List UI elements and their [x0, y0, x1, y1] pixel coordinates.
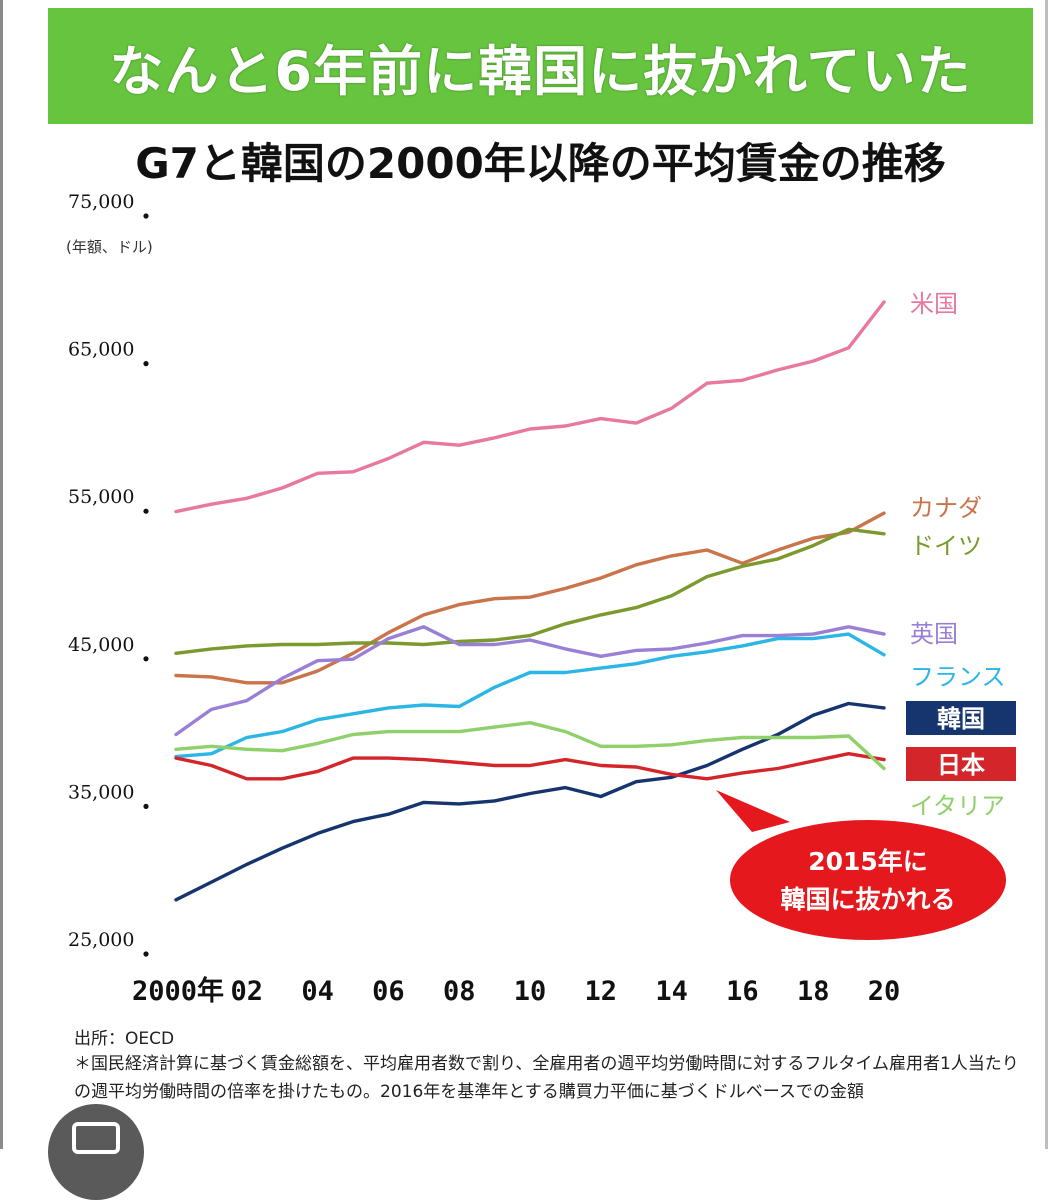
- y-tick-label: 55,000: [68, 486, 134, 508]
- y-tick-mark: [143, 361, 149, 367]
- y-tick-label: 75,000: [68, 191, 134, 213]
- headline-text: なんと6年前に韓国に抜かれていた: [109, 39, 972, 103]
- series-label: 日本: [937, 751, 985, 779]
- series-label: ドイツ: [910, 532, 982, 560]
- callout-text-line2: 韓国に抜かれる: [780, 885, 955, 914]
- x-axis: 2000年 02 04 06 08 10 12 14 16 18 20: [132, 975, 900, 1007]
- left-border: [0, 0, 3, 1149]
- x-tick-label: 14: [655, 976, 688, 1007]
- y-tick-label: 35,000: [68, 781, 134, 803]
- callout-text-line1: 2015年に: [808, 847, 928, 876]
- x-tick-label: 20: [868, 976, 901, 1007]
- series-label-box: [906, 701, 1016, 735]
- y-tick-mark: [143, 508, 149, 514]
- series-line: [174, 300, 886, 514]
- x-tick-label: 16: [726, 976, 759, 1007]
- series-label: 英国: [910, 620, 958, 648]
- series-line: [174, 701, 886, 902]
- x-tick-label: 06: [372, 976, 405, 1007]
- y-tick-label: 45,000: [68, 634, 134, 656]
- y-tick-mark: [143, 951, 149, 957]
- y-tick-mark: [143, 803, 149, 810]
- right-border: [1045, 0, 1048, 1149]
- x-tick-label: 18: [797, 976, 830, 1007]
- series-lines: [174, 300, 886, 902]
- x-tick-label: 04: [301, 976, 334, 1007]
- x-tick-label: 10: [514, 976, 547, 1007]
- x-tick-label: 2000年: [132, 975, 224, 1007]
- series-line: [174, 752, 886, 781]
- y-tick-label: 25,000: [68, 929, 134, 951]
- series-line: [174, 625, 886, 737]
- callout-bubble: [730, 820, 1006, 940]
- y-tick-label: 65,000: [68, 339, 134, 361]
- series-label: フランス: [910, 663, 1006, 691]
- series-line: [174, 632, 886, 759]
- callout-pointer: [716, 790, 790, 832]
- y-tick-mark: [143, 213, 149, 219]
- series-label-box: [906, 747, 1016, 781]
- x-tick-label: 12: [585, 976, 618, 1007]
- y-axis-unit-label: (年額、ドル): [66, 238, 153, 256]
- series-line: [174, 511, 886, 685]
- camera-body-icon: [72, 1122, 120, 1154]
- headline-banner: なんと6年前に韓国に抜かれていた: [48, 8, 1033, 124]
- series-label: 米国: [910, 290, 958, 318]
- series-label: イタリア: [910, 792, 1005, 820]
- chart-title: G7と韓国の2000年以降の平均賃金の推移: [135, 139, 946, 188]
- y-axis: 75,000 65,000 55,000 45,000 35,000 25,000: [68, 191, 149, 957]
- x-tick-label: 02: [231, 976, 264, 1007]
- series-line: [174, 721, 886, 771]
- footnote: ＊国民経済計算に基づく賃金総額を、平均雇用者数で割り、全雇用者の週平均労働時間に…: [74, 1054, 1019, 1102]
- series-line: [174, 527, 886, 655]
- series-label: カナダ: [910, 494, 982, 522]
- x-tick-label: 08: [443, 976, 476, 1007]
- camera-icon: [48, 1104, 144, 1200]
- y-tick-mark: [143, 656, 149, 662]
- series-label: 韓国: [937, 705, 985, 733]
- source-note: 出所：OECD: [74, 1029, 175, 1049]
